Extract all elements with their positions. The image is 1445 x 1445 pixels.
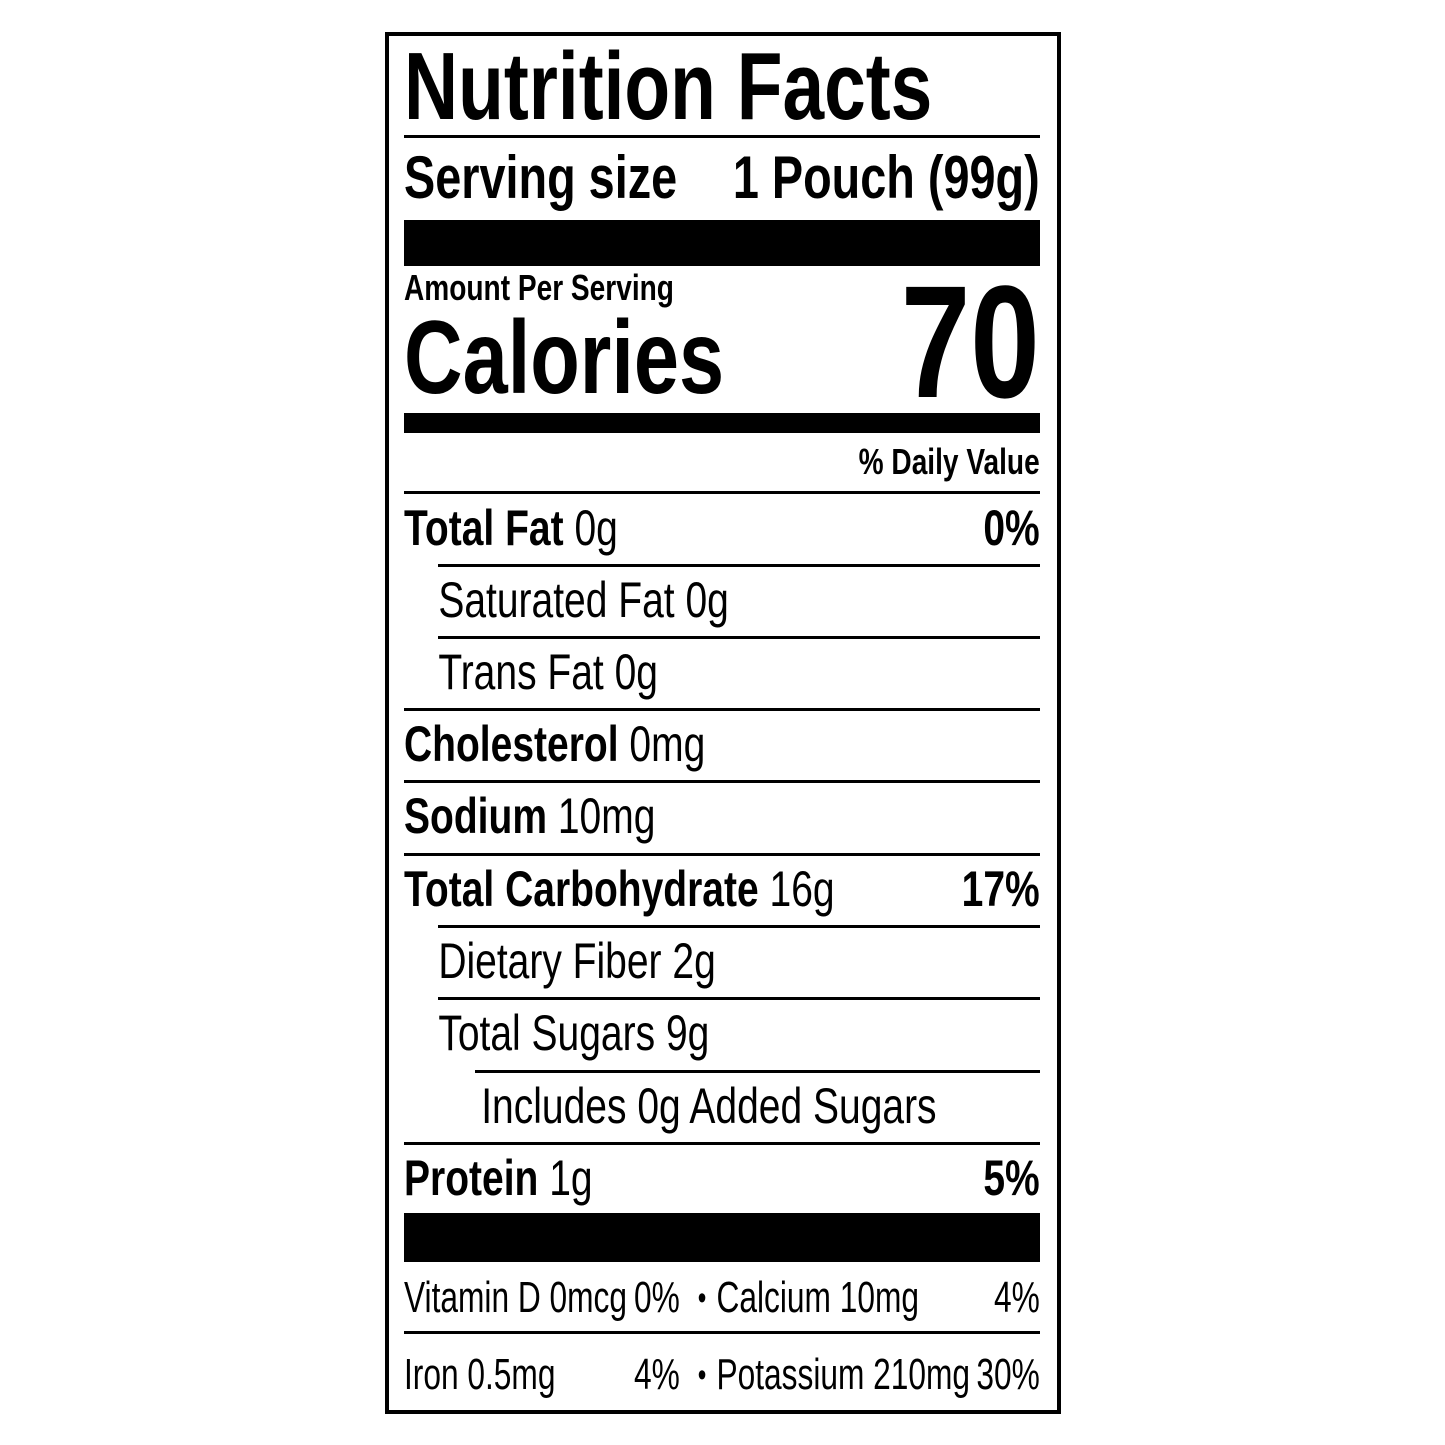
nutrient-row-total-fat: Total Fat 0g 0% [404,500,1040,556]
potassium: Potassium 210mg [716,1350,971,1399]
nutrient-row-saturated-fat: Saturated Fat 0g [438,572,729,628]
iron: Iron 0.5mg [404,1350,556,1399]
divider [404,1142,1040,1145]
nutrient-row-added-sugars: Includes 0g Added Sugars [481,1078,937,1134]
amount-per-serving: Amount Per Serving [404,267,674,308]
nutrient-row-protein: Protein 1g 5% [404,1150,1040,1206]
nutrient-row-trans-fat: Trans Fat 0g [438,644,658,700]
divider [404,491,1040,494]
divider [404,708,1040,711]
nutrient-row-dietary-fiber: Dietary Fiber 2g [438,933,716,989]
divider [404,135,1040,138]
divider [475,1070,1040,1073]
serving-size-label: Serving size [404,144,678,211]
bullet: • [697,1356,707,1394]
divider [438,925,1040,928]
thick-divider [404,1213,1040,1262]
calories-value: 70 [900,252,1040,431]
divider [438,636,1040,639]
calories-label: Calories [404,300,725,416]
potassium-dv: 30% [976,1350,1040,1399]
nutrient-row-total-carbohydrate: Total Carbohydrate 16g 17% [404,861,1040,917]
divider [404,780,1040,783]
calcium-dv: 4% [993,1273,1040,1322]
divider [404,1331,1040,1334]
vitamins-area: Vitamin D 0mcg 0% • Calcium 10mg 4% Iron… [404,0,1040,1445]
nutrient-row-total-sugars: Total Sugars 9g [438,1005,710,1061]
label-title: Nutrition Facts [404,33,933,140]
medium-divider [404,413,1040,433]
vitamin-d-dv: 0% [633,1273,680,1322]
bullet: • [697,1279,707,1317]
thick-divider [404,220,1040,266]
divider [404,853,1040,856]
vitamin-d: Vitamin D 0mcg [404,1273,628,1322]
nutrition-label [385,32,1061,1414]
label-text-area: Nutrition Facts Serving size 1 Pouch (99… [404,0,1040,1445]
divider [438,564,1040,567]
iron-dv: 4% [633,1350,680,1399]
serving-size-value: 1 Pouch (99g) [732,144,1040,211]
calcium: Calcium 10mg [716,1273,919,1322]
nutrient-row-sodium: Sodium 10mg [404,788,656,844]
daily-value-header: % Daily Value [858,441,1040,482]
divider [438,997,1040,1000]
nutrient-row-cholesterol: Cholesterol 0mg [404,716,706,772]
